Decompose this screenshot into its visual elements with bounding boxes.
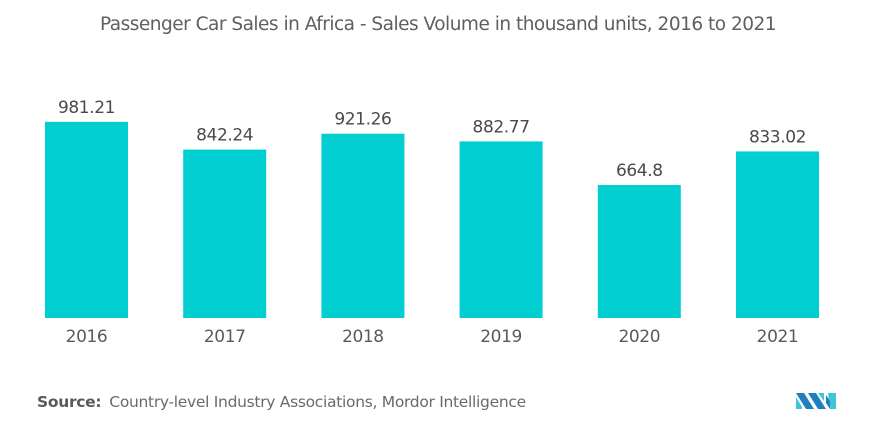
bar-2018 — [321, 133, 405, 318]
bar-2020 — [597, 185, 681, 318]
source-text: Country-level Industry Associations, Mor… — [109, 393, 526, 411]
bar-2019 — [459, 141, 543, 318]
value-label-2021: 833.02 — [749, 127, 806, 147]
x-tick-label-2019: 2019 — [480, 327, 522, 347]
value-label-2017: 842.24 — [196, 126, 253, 146]
bar-2021 — [736, 151, 819, 318]
value-labels-group: 981.21 842.24 921.26 882.77 664.8 833.02 — [58, 98, 806, 181]
x-tick-label-2017: 2017 — [204, 327, 246, 347]
mordor-intelligence-logo-icon — [796, 393, 836, 409]
source-label: Source: — [37, 393, 102, 411]
value-label-2019: 882.77 — [473, 117, 530, 137]
x-tick-label-2021: 2021 — [757, 327, 799, 347]
bar-2017 — [183, 149, 267, 318]
value-label-2018: 921.26 — [334, 110, 391, 130]
x-tick-label-2016: 2016 — [66, 327, 108, 347]
x-tick-label-2020: 2020 — [618, 327, 660, 347]
x-tick-label-2018: 2018 — [342, 327, 384, 347]
value-label-2016: 981.21 — [58, 98, 115, 118]
bar-chart: 981.21 842.24 921.26 882.77 664.8 833.02 2016… — [45, 98, 819, 347]
bars-group — [45, 121, 819, 318]
chart-title: Passenger Car Sales in Africa - Sales Vo… — [99, 14, 777, 35]
source-note: Source: Country-level Industry Associatio… — [37, 393, 526, 411]
bar-2016 — [45, 121, 128, 318]
x-axis-labels-group: 2016 2017 2018 2019 2020 2021 — [66, 327, 799, 347]
value-label-2020: 664.8 — [616, 161, 663, 181]
